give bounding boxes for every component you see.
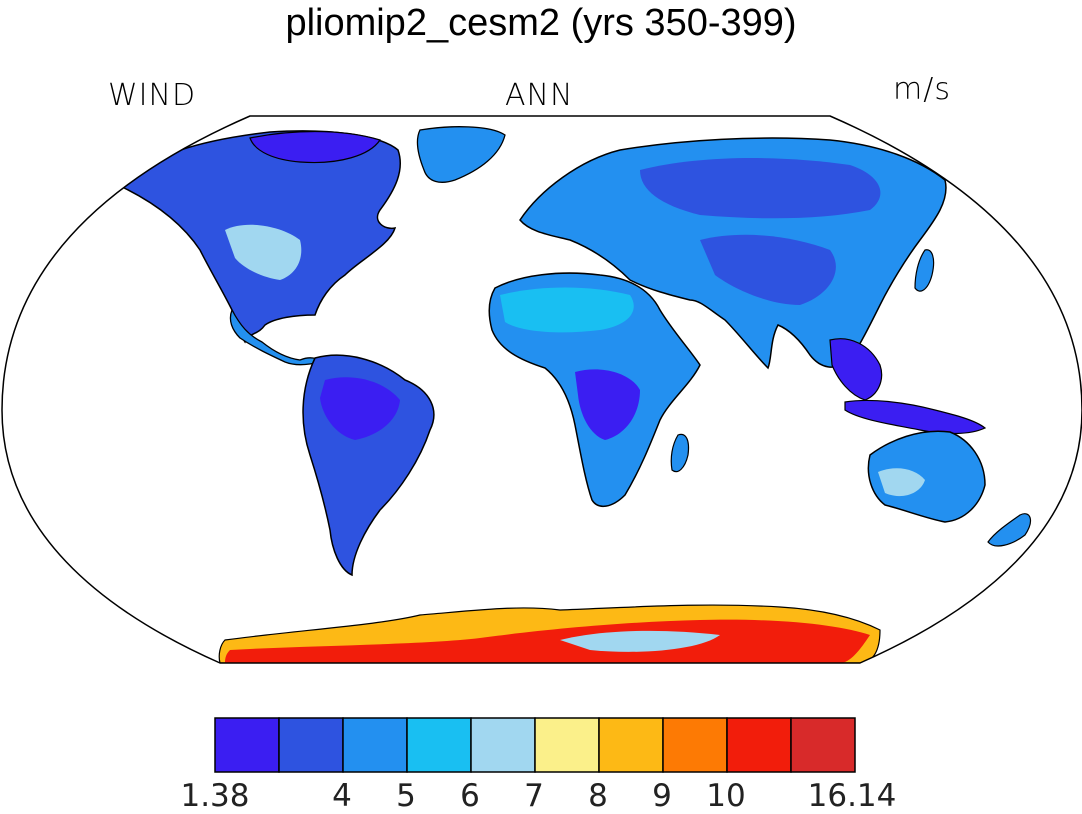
colorbar-tick-label: 1.38 [180,778,250,814]
amazon-basin [320,377,400,440]
southeast-asia [829,338,883,401]
units-label: m/s [893,72,951,107]
colorbar-swatch [726,717,792,773]
colorbar-tick-label: 4 [332,778,352,814]
colorbar-swatch [278,717,344,773]
colorbar-swatch [790,717,856,773]
arctic-islands [249,130,381,164]
siberia [640,158,881,219]
world-map [1,115,1082,664]
new-zealand [987,513,1032,547]
colorbar-swatch [470,717,536,773]
colorbar-swatch [406,717,472,773]
colorbar-swatch [534,717,600,773]
greenland [416,126,506,183]
australia [867,430,986,523]
colorbar-tick-label: 6 [460,778,480,814]
variable-label: WIND [108,78,197,113]
indonesia [844,399,987,435]
colorbar-swatch [598,717,664,773]
map-boundary [1,115,1082,664]
colorbar-swatch [342,717,408,773]
colorbar [214,717,856,773]
colorbar-tick-label: 7 [524,778,544,814]
australia-interior [878,468,925,497]
season-label: ANN [505,78,574,113]
colorbar-swatch [214,717,280,773]
map-title: pliomip2_cesm2 (yrs 350-399) [285,2,797,44]
antarctica-plateau [560,630,720,652]
colorbar-tick-label: 5 [396,778,416,814]
colorbar-swatch [662,717,728,773]
central-asia [700,234,836,305]
colorbar-tick-label: 16.14 [807,778,897,814]
sahara [500,287,634,333]
colorbar-tick-label: 9 [652,778,672,814]
madagascar [670,433,690,473]
north-america-plains [225,224,302,280]
japan [914,249,935,292]
colorbar-tick-label: 10 [706,778,746,814]
congo-basin [575,369,640,440]
antarctica-coast-winds [225,619,870,663]
colorbar-tick-label: 8 [588,778,608,814]
